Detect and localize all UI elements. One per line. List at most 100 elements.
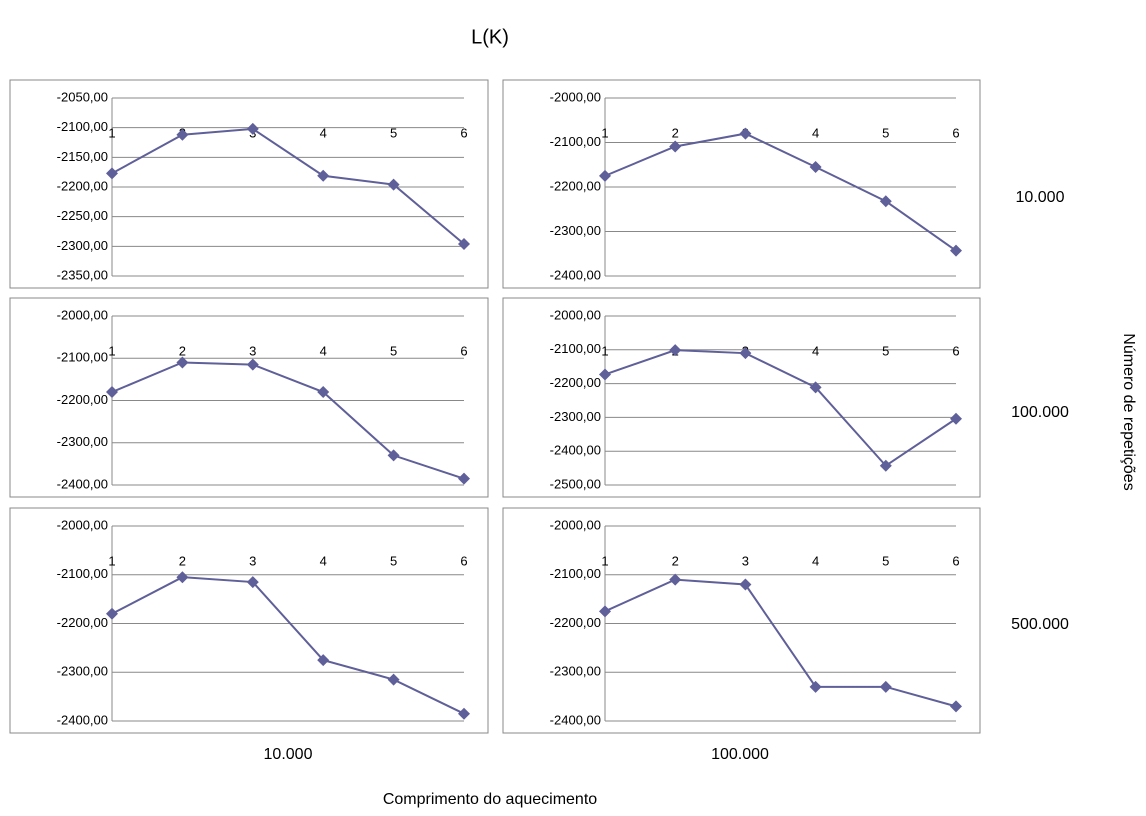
x-tick-label: 5 (390, 553, 397, 568)
data-point (599, 368, 611, 381)
x-tick-label: 2 (672, 125, 679, 140)
data-point (246, 576, 259, 589)
data-point (176, 571, 189, 584)
panel-frame (9, 79, 489, 289)
data-point (176, 356, 189, 369)
x-tick-label: 5 (882, 553, 889, 568)
data-point (106, 607, 118, 620)
y-tick-label: -2000,00 (550, 517, 601, 532)
y-tick-label: -2200,00 (550, 615, 601, 630)
data-point (387, 673, 400, 686)
x-tick-label: 2 (672, 553, 679, 568)
data-point (809, 680, 822, 693)
x-tick-label: 4 (812, 125, 819, 140)
y-tick-label: -2400,00 (550, 443, 601, 458)
x-tick-label: 2 (179, 343, 186, 358)
row-label: 100.000 (1011, 404, 1069, 421)
y-tick-label: -2100,00 (57, 350, 108, 365)
x-tick-label: 5 (882, 125, 889, 140)
data-point (739, 578, 752, 591)
y-tick-label: -2400,00 (550, 267, 601, 282)
series-line (111, 127, 465, 245)
y-tick-label: -2050,00 (57, 89, 108, 104)
data-point (809, 381, 822, 394)
x-tick-label: 6 (952, 125, 959, 140)
y-tick-label: -2100,00 (550, 341, 601, 356)
panel-frame (502, 297, 981, 498)
y-tick-label: -2000,00 (550, 307, 601, 322)
row-label: 10.000 (1016, 189, 1065, 206)
y-tick-label: -2000,00 (57, 307, 108, 322)
y-tick-label: -2200,00 (57, 392, 108, 407)
data-point (317, 169, 330, 182)
x-tick-label: 6 (460, 343, 467, 358)
x-tick-label: 3 (742, 553, 749, 568)
data-point (879, 195, 892, 208)
x-tick-label: 3 (249, 343, 256, 358)
x-tick-label: 4 (320, 125, 327, 140)
data-point (387, 178, 400, 191)
y-tick-label: -2200,00 (550, 178, 601, 193)
data-point (246, 122, 259, 135)
data-point (458, 472, 470, 485)
column-label: 100.000 (711, 746, 769, 763)
y-tick-label: -2000,00 (57, 517, 108, 532)
data-point (599, 169, 611, 182)
y-tick-label: -2400,00 (57, 476, 108, 491)
y-tick-label: -2200,00 (57, 615, 108, 630)
x-tick-label: 6 (952, 343, 959, 358)
figure-title: L(K) (471, 26, 509, 48)
x-tick-label: 6 (952, 553, 959, 568)
data-point (950, 244, 962, 257)
data-point (458, 707, 470, 720)
series-line (111, 361, 465, 480)
y-tick-label: -2400,00 (57, 712, 108, 727)
data-point (176, 128, 189, 141)
y-axis-label: Número de repetições (1120, 333, 1137, 490)
y-tick-label: -2300,00 (57, 238, 108, 253)
data-point (879, 680, 892, 693)
y-tick-label: -2150,00 (57, 149, 108, 164)
data-point (317, 386, 330, 399)
x-tick-label: 4 (812, 553, 819, 568)
y-tick-label: -2400,00 (550, 712, 601, 727)
x-tick-label: 1 (601, 343, 608, 358)
x-tick-label: 4 (812, 343, 819, 358)
panel-frame (9, 297, 489, 498)
panel-frame (502, 79, 981, 289)
x-tick-label: 3 (249, 553, 256, 568)
x-tick-label: 1 (108, 125, 115, 140)
data-point (458, 237, 470, 250)
data-point (387, 449, 400, 462)
y-tick-label: -2200,00 (57, 178, 108, 193)
data-point (106, 386, 118, 399)
data-point (599, 605, 611, 618)
y-tick-label: -2100,00 (57, 119, 108, 134)
data-point (669, 140, 682, 153)
x-tick-label: 2 (179, 553, 186, 568)
data-point (809, 160, 822, 173)
x-tick-label: 5 (882, 343, 889, 358)
x-tick-label: 1 (108, 343, 115, 358)
y-tick-label: -2350,00 (57, 267, 108, 282)
data-point (739, 347, 752, 360)
data-point (246, 358, 259, 371)
x-tick-label: 1 (601, 125, 608, 140)
y-tick-label: -2300,00 (550, 223, 601, 238)
series-line (604, 349, 957, 468)
y-tick-label: -2250,00 (57, 208, 108, 223)
panel-frame (502, 507, 981, 734)
x-tick-label: 5 (390, 343, 397, 358)
data-point (739, 127, 752, 140)
x-tick-label: 1 (108, 553, 115, 568)
data-point (669, 344, 682, 357)
data-point (106, 167, 118, 180)
panel-frame (9, 507, 489, 734)
y-tick-label: -2300,00 (550, 409, 601, 424)
y-tick-label: -2000,00 (550, 89, 601, 104)
y-tick-label: -2200,00 (550, 375, 601, 390)
x-tick-label: 6 (460, 125, 467, 140)
y-tick-label: -2100,00 (550, 566, 601, 581)
